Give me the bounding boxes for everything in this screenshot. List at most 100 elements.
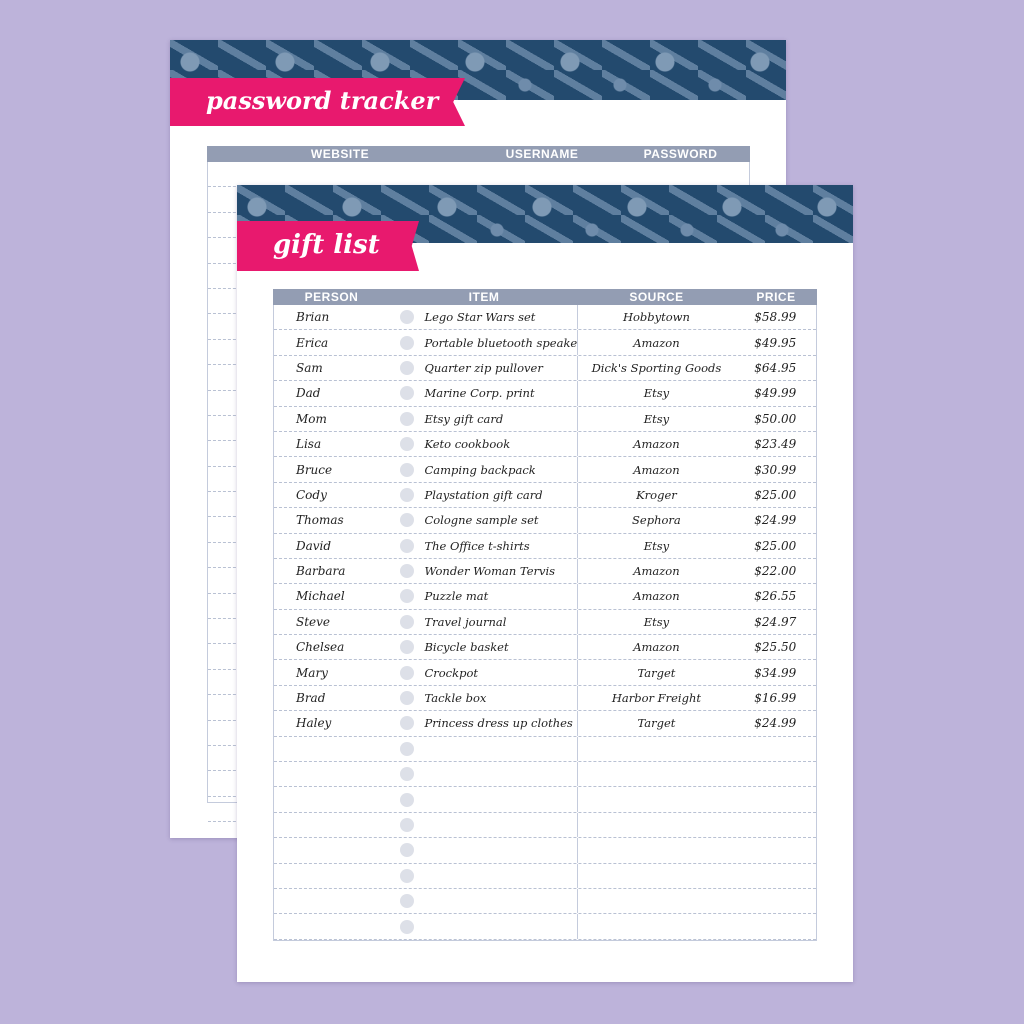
price-cell: $25.00: [754, 487, 797, 502]
source-cell: Harbor Freight: [611, 691, 701, 706]
item-cell: Quarter zip pullover: [390, 355, 579, 381]
price-cell: $24.97: [754, 614, 797, 629]
item-text: Crockpot: [424, 665, 478, 680]
checkbox-circle[interactable]: [400, 716, 415, 731]
table-row: Lisa Keto cookbook Amazon $23.49: [274, 431, 816, 458]
item-cell: The Office t-shirts: [390, 533, 579, 558]
checkbox-circle[interactable]: [400, 868, 415, 883]
item-cell: Travel journal: [390, 609, 579, 635]
table-row: [208, 162, 749, 188]
checkbox-circle[interactable]: [400, 538, 415, 553]
item-text: Keto cookbook: [424, 437, 511, 452]
source-cell: Target: [637, 716, 676, 731]
checkbox-circle[interactable]: [400, 411, 415, 426]
source-cell: Amazon: [633, 564, 680, 579]
person-cell: Dad: [296, 386, 321, 401]
person-cell: Steve: [296, 614, 331, 629]
checkbox-circle[interactable]: [400, 691, 415, 706]
price-cell: $24.99: [754, 716, 797, 731]
price-cell: $30.99: [754, 462, 797, 477]
item-cell: [390, 787, 579, 812]
item-cell: Puzzle mat: [390, 584, 579, 609]
table-header: WEBSITE USERNAME PASSWORD: [207, 146, 750, 162]
item-cell: Playstation gift card: [390, 482, 579, 508]
checkbox-circle[interactable]: [400, 360, 415, 375]
item-cell: [390, 762, 579, 787]
source-cell: Etsy: [643, 614, 670, 629]
price-cell: $49.95: [754, 335, 797, 350]
checkbox-circle[interactable]: [400, 513, 415, 528]
source-cell: Etsy: [643, 538, 670, 553]
table-row: Thomas Cologne sample set Sephora $24.99: [274, 508, 816, 534]
checkbox-circle[interactable]: [400, 335, 415, 350]
gift-table: Brian Lego Star Wars set Hobbytown $58.99 Er…: [273, 305, 817, 941]
table-row: Steve Travel journal Etsy $24.97: [274, 609, 816, 636]
item-cell: Cologne sample set: [390, 508, 579, 533]
source-cell: Amazon: [633, 335, 680, 350]
source-cell: Amazon: [633, 589, 680, 604]
price-cell: $26.55: [754, 589, 797, 604]
table-row: Michael Puzzle mat Amazon $26.55: [274, 584, 816, 610]
table-row: Sam Quarter zip pullover Dick's Sporting G…: [274, 355, 816, 382]
checkbox-circle[interactable]: [400, 310, 415, 325]
item-cell: Etsy gift card: [390, 406, 579, 431]
table-row: [274, 914, 816, 940]
checkbox-circle[interactable]: [400, 919, 415, 934]
item-text: Camping backpack: [424, 462, 536, 477]
person-cell: Sam: [296, 360, 323, 375]
source-cell: Etsy: [643, 411, 670, 426]
table-row: [274, 736, 816, 763]
item-text: Cologne sample set: [424, 513, 539, 528]
item-text: Quarter zip pullover: [424, 360, 543, 375]
item-cell: Keto cookbook: [390, 431, 579, 457]
person-cell: Brad: [296, 691, 326, 706]
column-header-source: SOURCE: [629, 290, 684, 304]
column-header-price: PRICE: [756, 290, 796, 304]
person-cell: Mary: [296, 665, 328, 680]
table-row: Dad Marine Corp. print Etsy $49.99: [274, 381, 816, 407]
checkbox-circle[interactable]: [400, 462, 415, 477]
checkbox-circle[interactable]: [400, 792, 415, 807]
person-cell: Mom: [296, 411, 327, 426]
checkbox-circle[interactable]: [400, 487, 415, 502]
checkbox-circle[interactable]: [400, 589, 415, 604]
checkbox-circle[interactable]: [400, 818, 415, 832]
checkbox-circle[interactable]: [400, 614, 415, 629]
item-cell: [390, 863, 579, 888]
table-row: Haley Princess dress up clothes Target $24.…: [274, 711, 816, 737]
gift-list-page: gift list PERSON ITEM SOURCE PRICE Brian…: [237, 185, 853, 982]
checkbox-circle[interactable]: [400, 564, 415, 579]
checkbox-circle[interactable]: [400, 640, 415, 655]
item-cell: Lego Star Wars set: [390, 305, 579, 330]
table-row: Erica Portable bluetooth speaker Amazon $49…: [274, 330, 816, 356]
checkbox-circle[interactable]: [400, 843, 415, 858]
checkbox-circle[interactable]: [400, 665, 415, 680]
item-cell: Crockpot: [390, 660, 579, 685]
source-cell: Amazon: [633, 462, 680, 477]
checkbox-circle[interactable]: [400, 894, 415, 909]
source-cell: Sephora: [632, 513, 681, 528]
item-text: Travel journal: [424, 614, 507, 629]
table-row: [274, 812, 816, 839]
checkbox-circle[interactable]: [400, 437, 415, 452]
person-cell: David: [296, 538, 332, 553]
price-cell: $50.00: [754, 411, 797, 426]
price-cell: $58.99: [754, 310, 797, 325]
item-cell: Marine Corp. print: [390, 381, 579, 406]
page-title: password tracker: [170, 78, 465, 126]
price-cell: $23.49: [754, 437, 797, 452]
column-header: WEBSITE: [310, 147, 370, 161]
item-text: Wonder Woman Tervis: [424, 564, 556, 579]
page-title: gift list: [237, 221, 419, 271]
table-row: Barbara Wonder Woman Tervis Amazon $22.00: [274, 558, 816, 585]
item-cell: Princess dress up clothes: [390, 711, 579, 736]
table-row: Brian Lego Star Wars set Hobbytown $58.99: [274, 305, 816, 331]
table-row: Brad Tackle box Harbor Freight $16.99: [274, 685, 816, 712]
checkbox-circle[interactable]: [400, 741, 415, 756]
checkbox-circle[interactable]: [400, 767, 415, 782]
price-cell: $64.95: [754, 360, 797, 375]
checkbox-circle[interactable]: [400, 386, 415, 401]
source-cell: Target: [637, 665, 676, 680]
table-row: [274, 888, 816, 915]
person-cell: Cody: [296, 487, 327, 502]
